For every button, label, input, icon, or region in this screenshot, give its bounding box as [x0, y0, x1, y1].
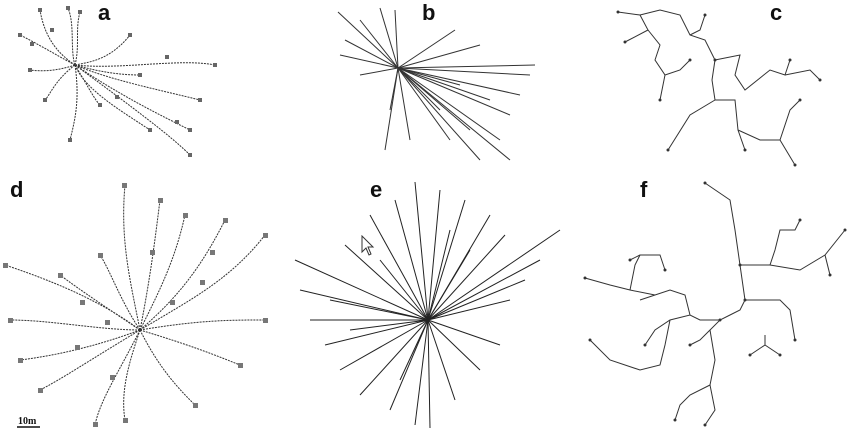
- panel-e: e: [294, 177, 561, 429]
- panel-label-e: e: [370, 177, 382, 202]
- panel-label-d: d: [10, 177, 23, 202]
- scale-bar-label: 10m: [18, 416, 37, 427]
- mouse-cursor-icon: [361, 235, 375, 256]
- network-a: [19, 7, 216, 156]
- starburst-e: [294, 181, 561, 429]
- nodes-c: [616, 10, 822, 167]
- tree-c: [617, 9, 821, 166]
- panel-a: a: [18, 0, 217, 157]
- nodes-a: [18, 6, 217, 157]
- scale-bar: 10m: [17, 416, 40, 428]
- panel-label-f: f: [640, 177, 648, 202]
- panel-b: b: [337, 0, 536, 161]
- panel-d: d: [3, 177, 268, 428]
- nodes-d: [3, 183, 268, 427]
- nodes-f: [583, 181, 847, 427]
- panel-c: c: [616, 0, 822, 167]
- tree-f: [584, 182, 846, 426]
- panel-f: f: [583, 177, 847, 427]
- starburst-b: [337, 7, 536, 161]
- panel-label-c: c: [770, 0, 782, 25]
- network-d: [4, 184, 266, 426]
- panel-label-a: a: [98, 0, 111, 25]
- panel-label-b: b: [422, 0, 435, 25]
